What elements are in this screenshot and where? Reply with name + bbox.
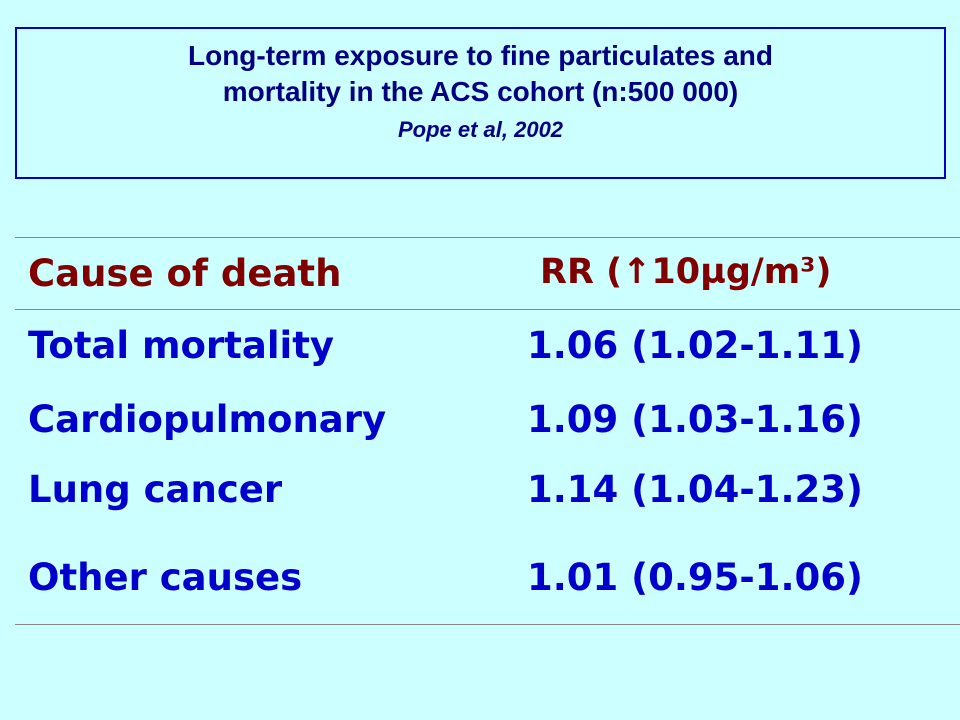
cause-cell: Other causes <box>28 556 303 599</box>
table-rule <box>15 237 960 238</box>
cause-cell: Total mortality <box>28 324 335 367</box>
citation: Pope et al, 2002 <box>397 117 564 142</box>
cause-cell: Cardiopulmonary <box>28 398 387 441</box>
rr-cell: 1.01 (0.95-1.06) <box>527 556 863 599</box>
rr-cell: 1.14 (1.04-1.23) <box>527 468 863 511</box>
cause-cell: Lung cancer <box>28 468 283 511</box>
table-rule <box>15 309 960 310</box>
column-header: RR (↑10µg/m³) <box>540 252 832 292</box>
title-line: mortality in the ACS cohort (n:500 000) <box>222 76 739 107</box>
rr-cell: 1.06 (1.02-1.11) <box>527 324 863 367</box>
column-header: Cause of death <box>28 252 342 295</box>
rr-cell: 1.09 (1.03-1.16) <box>527 398 863 441</box>
title-line: Long-term exposure to fine particulates … <box>188 40 773 71</box>
header-box: Long-term exposure to fine particulates … <box>15 27 946 179</box>
table-rule <box>15 624 960 625</box>
